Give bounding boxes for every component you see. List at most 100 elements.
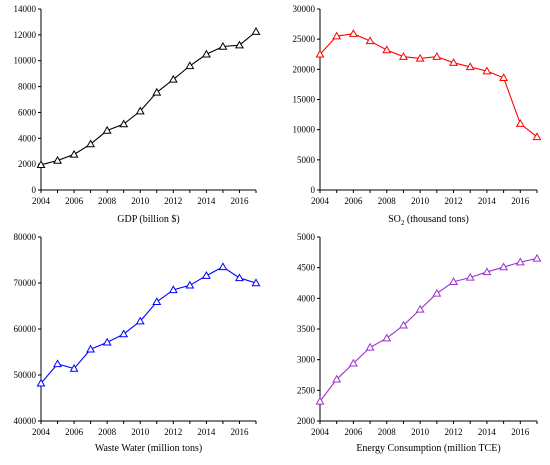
data-point (332, 31, 342, 40)
data-point (432, 52, 442, 60)
data-point (69, 363, 79, 372)
data-point (218, 262, 228, 271)
x-tick-label: 2012 (164, 427, 182, 437)
x-tick-label: 2014 (478, 196, 497, 206)
data-point (482, 66, 492, 75)
data-point (119, 329, 129, 338)
x-tick-label: 2006 (344, 427, 363, 437)
x-tick-label: 2004 (311, 196, 330, 206)
y-tick-label: 4000 (18, 133, 37, 143)
x-tick-label: 2012 (445, 196, 463, 206)
x-tick-label: 2014 (478, 427, 497, 437)
data-point (348, 358, 358, 367)
y-tick-label: 80000 (14, 232, 37, 242)
x-tick-label: 2010 (411, 196, 430, 206)
y-tick-label: 40000 (14, 416, 37, 426)
y-tick-label: 12000 (14, 30, 37, 40)
data-point (315, 396, 325, 405)
y-tick-label: 20000 (293, 64, 316, 74)
x-tick-label: 2008 (98, 427, 117, 437)
data-point (482, 267, 492, 276)
y-tick-label: 0 (32, 185, 37, 195)
y-tick-label: 70000 (14, 278, 37, 288)
data-point (532, 253, 542, 262)
data-point (53, 359, 63, 368)
series-line (319, 33, 538, 138)
y-tick-label: 0 (311, 185, 316, 195)
data-point (36, 160, 46, 168)
x-tick-label: 2014 (197, 196, 216, 206)
chart-energy: 2000 2500 3000 3500 4000 4500 5000 2004 2006 2008… (297, 232, 542, 454)
x-axis-label-main: SO (388, 214, 401, 225)
data-point (135, 316, 145, 325)
x-tick-label: 2008 (378, 196, 397, 206)
x-axis-label: Energy Consumption (million TCE) (356, 443, 500, 454)
data-point (185, 280, 195, 289)
x-tick-label: 2006 (65, 427, 84, 437)
data-point (234, 273, 244, 282)
data-point (499, 73, 509, 81)
y-tick-label: 5000 (297, 155, 316, 165)
x-tick-label: 2008 (378, 427, 397, 437)
data-point (201, 271, 211, 279)
y-tick-label: 4000 (297, 293, 316, 303)
chart-so2: 0 5000 10000 15000 20000 25000 30000 2004 2006 20… (293, 4, 542, 227)
data-point (218, 41, 228, 50)
data-point (135, 106, 145, 115)
data-point (365, 342, 375, 351)
data-point (185, 61, 195, 70)
data-point (251, 27, 261, 35)
x-tick-label: 2014 (197, 427, 216, 437)
x-tick-label: 2016 (230, 196, 249, 206)
x-axis-label-rest: (thousand tons) (404, 214, 468, 225)
data-point (102, 337, 112, 346)
x-axis-label-subscript: 2 (401, 219, 405, 227)
y-tick-label: 2000 (297, 416, 316, 426)
y-tick-label: 10000 (293, 125, 316, 135)
data-point (332, 374, 342, 383)
data-point (315, 49, 325, 58)
x-tick-label: 2010 (411, 427, 430, 437)
data-point (532, 132, 542, 141)
data-point (201, 49, 211, 58)
data-point (234, 40, 244, 49)
x-tick-label: 2012 (445, 427, 463, 437)
x-tick-label: 2004 (32, 196, 51, 206)
series-line (40, 31, 257, 166)
y-tick-label: 15000 (293, 95, 316, 105)
x-tick-label: 2016 (511, 196, 530, 206)
y-tick-label: 5000 (297, 232, 316, 242)
data-point (152, 297, 162, 306)
y-tick-label: 14000 (14, 4, 37, 14)
data-point (432, 288, 442, 297)
data-point (382, 45, 392, 54)
data-point (515, 257, 525, 266)
x-tick-label: 2008 (98, 196, 117, 206)
x-tick-label: 2016 (230, 427, 249, 437)
y-tick-label: 60000 (14, 324, 37, 334)
x-tick-label: 2006 (344, 196, 363, 206)
x-tick-label: 2012 (164, 196, 182, 206)
chart-gdp: 0 2000 4000 6000 8000 10000 12000 14000 2004 2006… (14, 4, 261, 225)
y-tick-label: 3000 (297, 355, 316, 365)
series-line (319, 257, 538, 402)
x-tick-label: 2004 (311, 427, 330, 437)
y-tick-label: 4500 (297, 263, 316, 273)
y-tick-label: 25000 (293, 34, 316, 44)
x-axis-label-main: GDP (billion $) (117, 214, 179, 225)
data-point (69, 149, 79, 158)
x-axis-label-main: Energy Consumption (million TCE) (356, 443, 500, 454)
data-point (515, 119, 525, 127)
data-point (499, 262, 509, 271)
x-tick-label: 2010 (131, 196, 150, 206)
y-tick-label: 30000 (293, 4, 316, 14)
data-point (365, 36, 375, 45)
data-point (382, 333, 392, 342)
data-point (251, 278, 261, 287)
y-tick-label: 2500 (297, 385, 316, 395)
data-point (398, 320, 408, 329)
data-point (415, 304, 425, 313)
data-point (102, 125, 112, 134)
data-point (398, 52, 408, 60)
